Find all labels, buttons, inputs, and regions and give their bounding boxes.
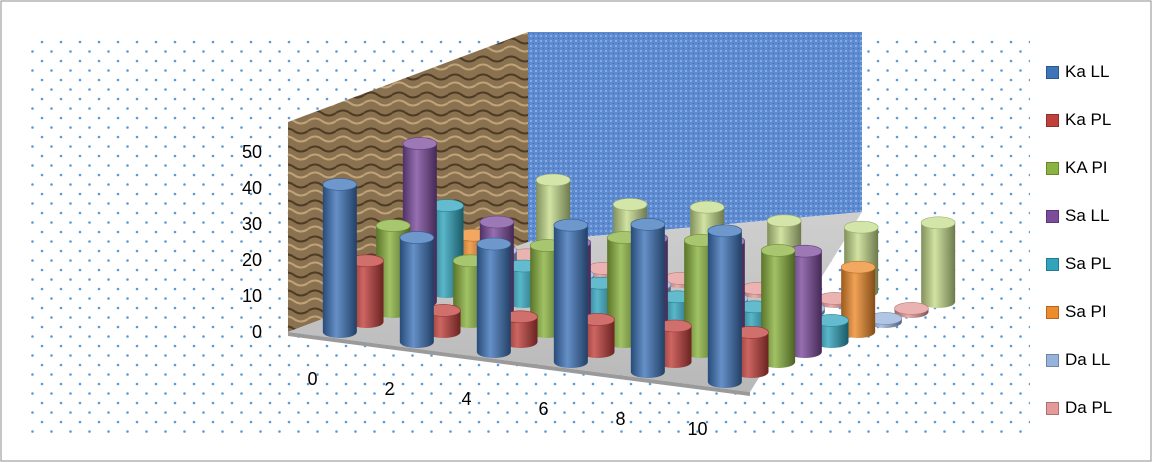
legend: Ka LL Ka PL KA PI Sa LL Sa PL Sa PI Da LL Da PL [1046,48,1146,432]
legend-swatch [1046,113,1059,127]
legend-label: Ka PL [1065,110,1112,129]
x-tick-label: 8 [615,409,625,429]
legend-label: Ka LL [1065,62,1110,81]
legend-swatch [1046,161,1059,175]
x-tick-label: 4 [461,389,471,409]
bar [657,319,692,368]
x-tick-label: 0 [307,369,317,389]
z-tick-label: 40 [242,178,262,198]
legend-item: Sa LL [1046,192,1146,240]
bar [867,312,903,328]
legend-label: Da LL [1065,350,1111,369]
legend-item: Ka PL [1046,96,1146,144]
legend-swatch [1046,353,1059,367]
floor-front-edge [288,332,750,396]
back-wall [528,32,862,242]
legend-item: Sa PI [1046,288,1146,336]
x-tick-label: 10 [687,419,707,439]
legend-item: Ka LL [1046,48,1146,96]
z-tick-label: 50 [242,142,262,162]
z-tick-label: 10 [242,286,262,306]
bar [399,231,435,348]
legend-swatch [1046,65,1059,79]
bar [707,224,743,389]
bar [553,218,589,368]
legend-label: Sa PL [1065,254,1112,273]
z-tick-label: 30 [242,214,262,234]
legend-item: Da LL [1046,336,1146,384]
legend-label: Sa PI [1065,302,1107,321]
x-axis-ticks: 0 2 4 6 8 10 [307,369,707,439]
bar [920,216,956,308]
legend-label: Sa LL [1065,206,1110,225]
z-axis-ticks: 0 10 20 30 40 50 [242,142,262,342]
bar [580,313,615,358]
legend-swatch [1046,401,1059,415]
legend-swatch [1046,305,1059,319]
z-tick-label: 20 [242,250,262,270]
z-tick-label: 0 [252,322,262,342]
legend-item: Sa PL [1046,240,1146,288]
legend-item: KA PI [1046,144,1146,192]
x-tick-label: 2 [384,379,394,399]
bar [503,310,538,348]
x-tick-label: 6 [538,399,548,419]
legend-label: Da PL [1065,398,1113,417]
bar [840,260,876,338]
bar [894,302,929,318]
bar [814,314,849,348]
bar [787,244,823,358]
legend-swatch [1046,209,1059,223]
legend-label: KA PI [1065,158,1108,177]
bar [630,218,666,378]
legend-item: Da PL [1046,384,1146,432]
legend-swatch [1046,257,1059,271]
bars [322,137,956,389]
bar [426,304,461,338]
bar [476,237,512,358]
bar [760,244,796,368]
bar [322,178,358,338]
